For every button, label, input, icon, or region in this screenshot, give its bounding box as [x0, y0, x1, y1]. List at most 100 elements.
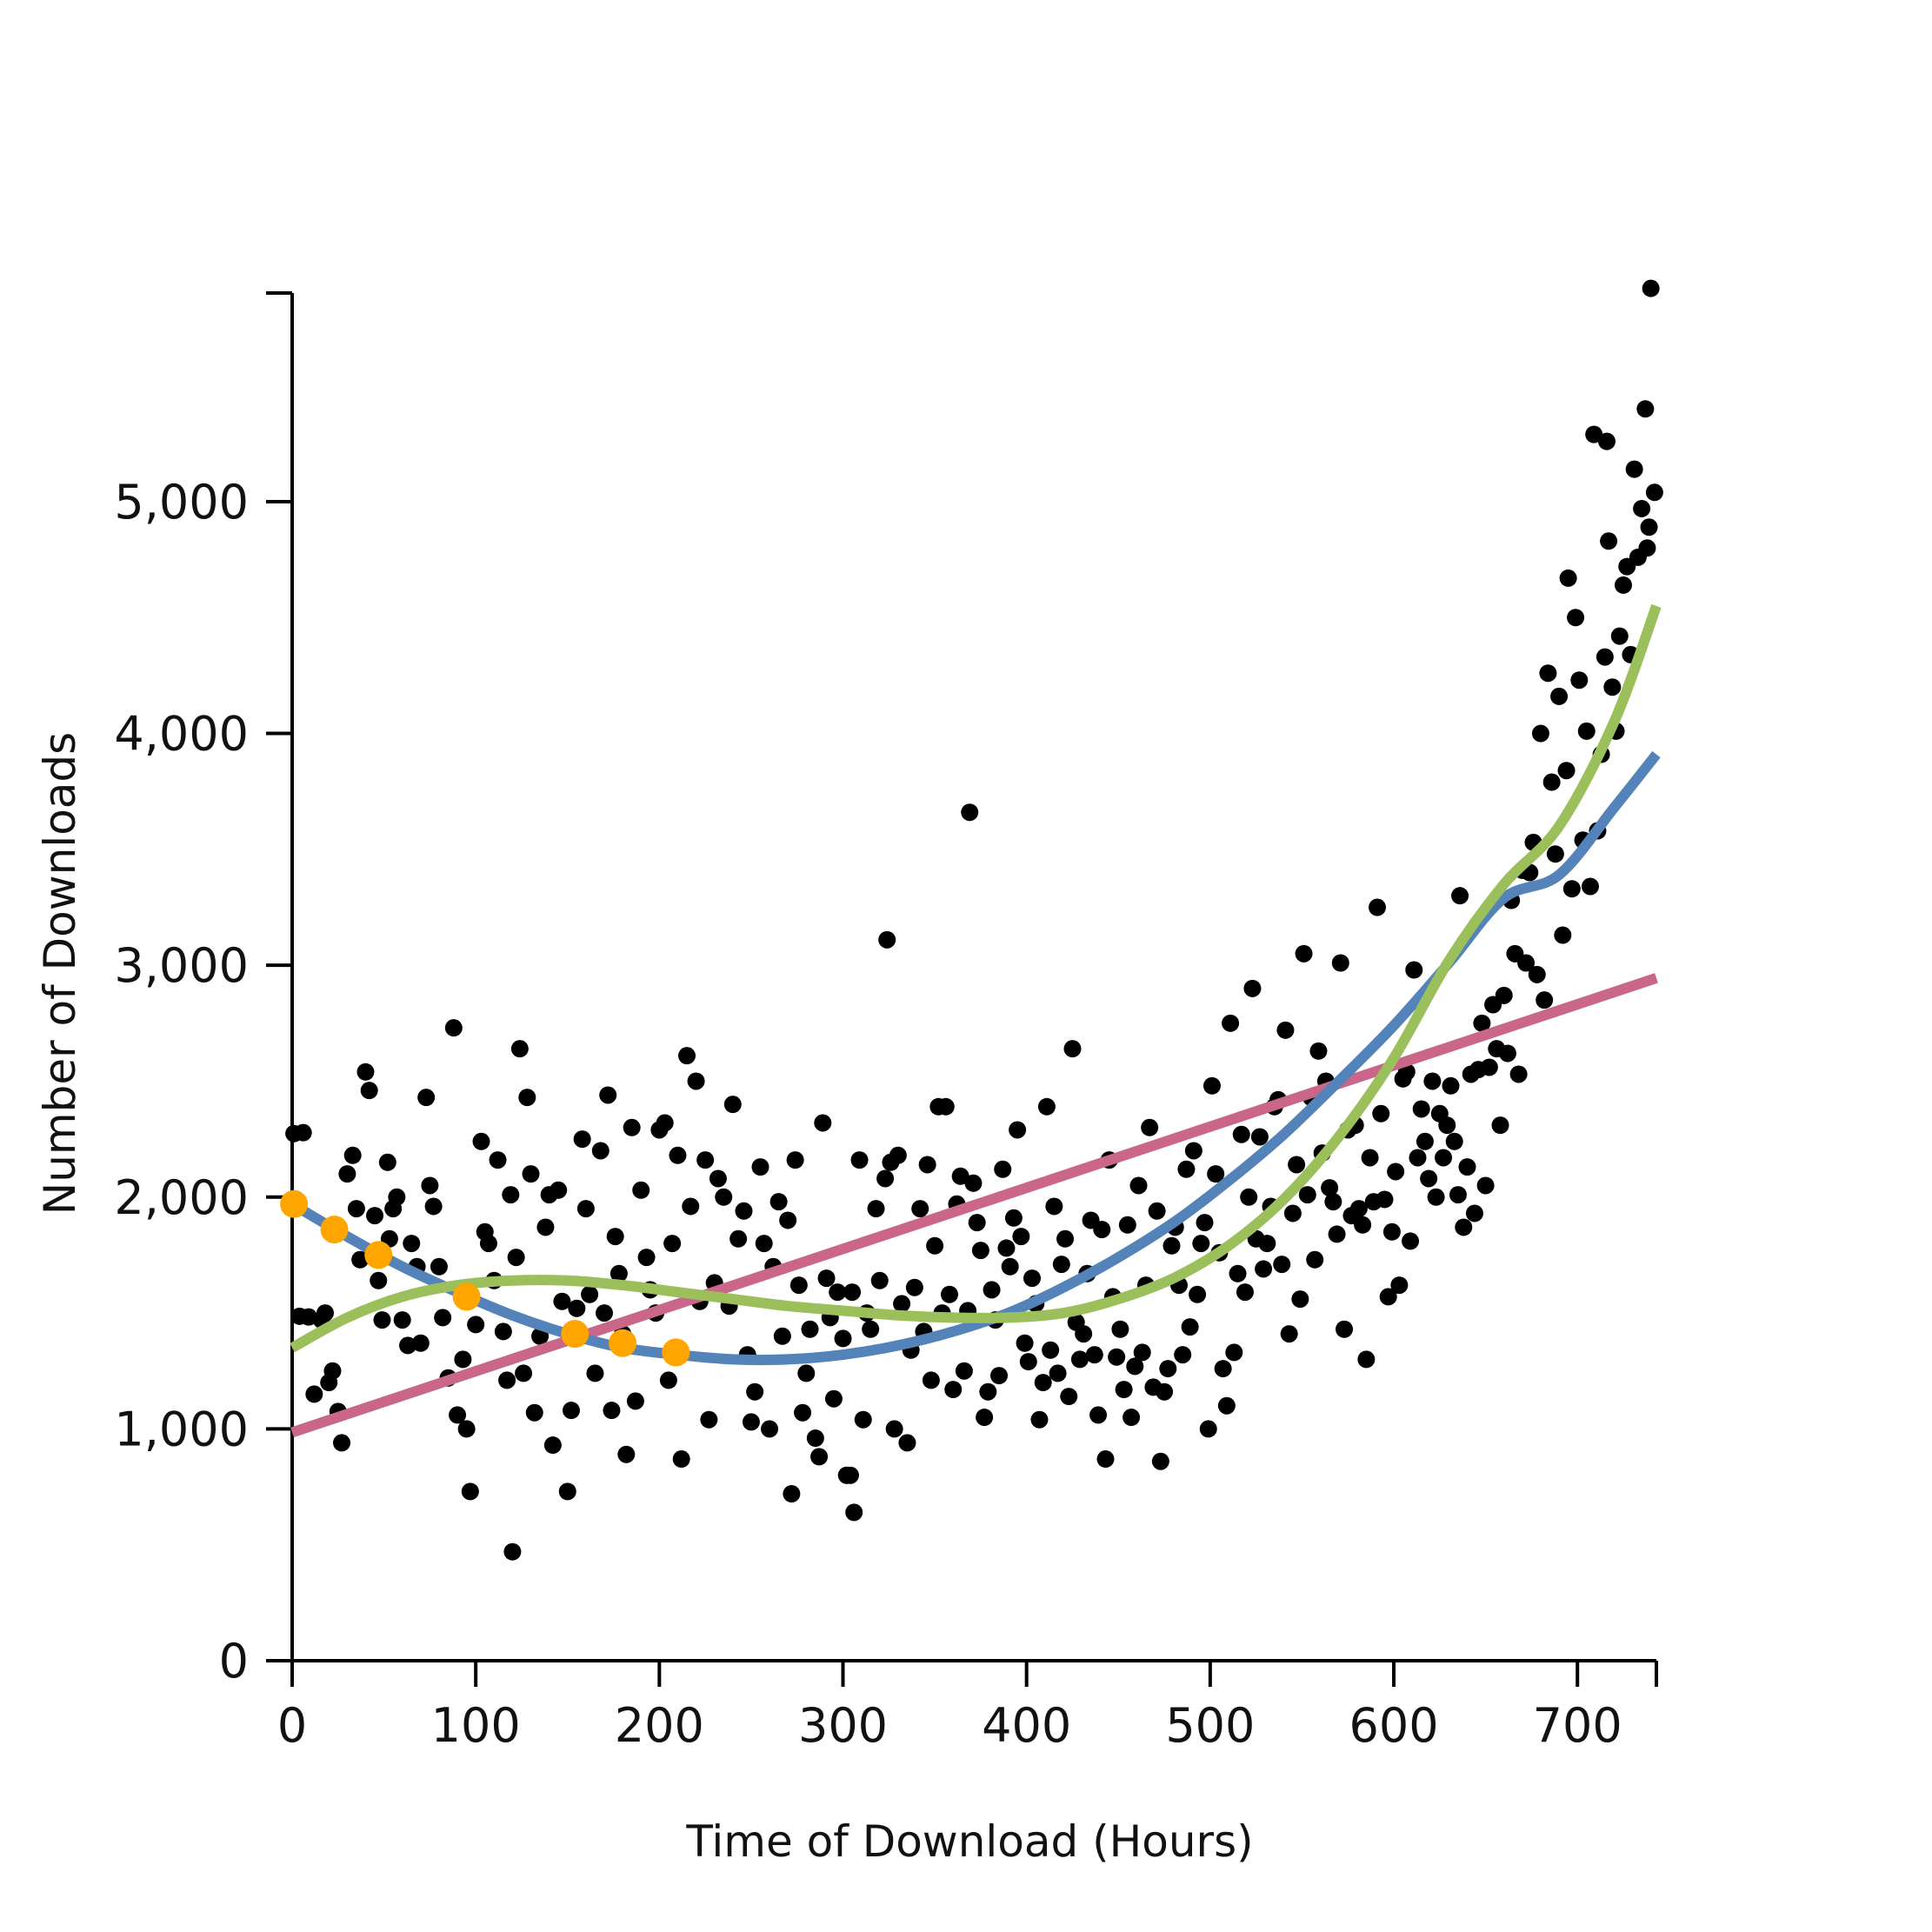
data-point — [1536, 991, 1554, 1009]
data-point — [968, 1214, 986, 1232]
data-point — [1096, 1450, 1115, 1469]
data-point — [338, 1165, 356, 1183]
data-point — [1016, 1334, 1034, 1352]
data-point — [1001, 1257, 1019, 1276]
data-point — [936, 1097, 955, 1116]
data-point — [1491, 1116, 1509, 1135]
data-point — [347, 1200, 365, 1218]
data-point — [940, 1285, 958, 1303]
data-point — [434, 1309, 452, 1327]
data-point — [824, 1389, 843, 1408]
data-point — [850, 1151, 869, 1169]
data-point — [1412, 1100, 1430, 1118]
data-point — [449, 1406, 467, 1424]
data-point — [1229, 1264, 1247, 1282]
y-tick-label: 0 — [219, 1634, 249, 1689]
data-point — [1597, 432, 1616, 450]
data-point — [905, 1278, 923, 1296]
data-point — [700, 1410, 718, 1429]
data-point — [994, 1160, 1012, 1178]
data-point — [581, 1285, 599, 1303]
data-point — [323, 1362, 342, 1380]
data-point — [403, 1235, 421, 1253]
data-point — [656, 1114, 674, 1132]
data-point — [742, 1413, 760, 1431]
data-point — [568, 1299, 586, 1317]
data-point — [1151, 1452, 1169, 1470]
data-point — [843, 1283, 862, 1302]
x-tick-label: 400 — [982, 1698, 1071, 1753]
data-point — [444, 1019, 463, 1037]
data-point — [761, 1420, 779, 1438]
cubic-fit-line — [290, 603, 1662, 1353]
data-point — [1640, 518, 1658, 536]
data-point — [1192, 1235, 1210, 1253]
data-point — [1089, 1406, 1108, 1424]
data-point — [599, 1086, 617, 1104]
data-point — [1085, 1346, 1103, 1364]
data-point — [1610, 627, 1629, 645]
data-point — [1108, 1348, 1126, 1366]
data-point — [1349, 1200, 1368, 1218]
data-point — [510, 1040, 529, 1058]
data-point — [922, 1371, 940, 1389]
data-point — [817, 1269, 836, 1288]
data-point — [1354, 1216, 1372, 1234]
data-point — [1528, 965, 1546, 983]
data-point — [1445, 1132, 1463, 1150]
data-point — [841, 1466, 859, 1484]
data-point — [1435, 1149, 1453, 1167]
data-point — [1480, 1058, 1498, 1076]
highlight-points — [280, 1189, 690, 1367]
data-point — [489, 1151, 507, 1169]
data-point — [1214, 1360, 1232, 1378]
data-point — [723, 1096, 742, 1114]
data-point — [1495, 986, 1513, 1004]
data-point — [735, 1202, 753, 1220]
data-point — [626, 1392, 644, 1410]
data-point — [663, 1235, 682, 1253]
data-point — [1280, 1325, 1298, 1343]
data-point — [1177, 1160, 1196, 1178]
data-point — [610, 1264, 628, 1282]
data-point — [316, 1304, 335, 1322]
data-point — [751, 1158, 769, 1176]
data-point — [417, 1089, 436, 1107]
ticks: 0 1,000 2,000 3,000 4,000 5,000 0 100 200 300 400 5… — [114, 291, 1658, 1753]
data-point — [1379, 1288, 1397, 1306]
data-point — [854, 1410, 872, 1429]
data-point — [333, 1434, 351, 1452]
data-point — [558, 1482, 576, 1501]
data-point — [1331, 954, 1349, 972]
data-point — [801, 1320, 819, 1338]
data-point — [806, 1429, 824, 1448]
data-point — [479, 1235, 497, 1253]
data-point — [498, 1371, 516, 1389]
data-point — [1045, 1197, 1063, 1216]
data-point — [472, 1132, 490, 1150]
data-point — [786, 1151, 804, 1169]
data-point — [1222, 1014, 1240, 1032]
data-point — [797, 1364, 816, 1382]
highlight-point — [452, 1282, 481, 1311]
data-point — [1156, 1382, 1174, 1401]
data-point — [522, 1165, 540, 1183]
quadratic-fit-line — [289, 750, 1661, 1366]
data-point — [617, 1445, 636, 1463]
data-point — [898, 1434, 916, 1452]
data-point — [421, 1176, 439, 1195]
data-point — [1126, 1357, 1144, 1376]
data-point — [1455, 1218, 1473, 1236]
data-point — [1559, 569, 1577, 587]
y-tick-label: 5,000 — [114, 475, 249, 530]
data-point — [1633, 499, 1651, 517]
data-point — [1030, 1410, 1049, 1429]
data-point — [1577, 722, 1596, 740]
data-point — [1240, 1188, 1258, 1206]
data-point — [870, 1271, 889, 1289]
data-point — [1291, 1290, 1309, 1309]
data-point — [1004, 1209, 1023, 1227]
data-point — [550, 1181, 568, 1199]
data-point — [829, 1283, 847, 1302]
